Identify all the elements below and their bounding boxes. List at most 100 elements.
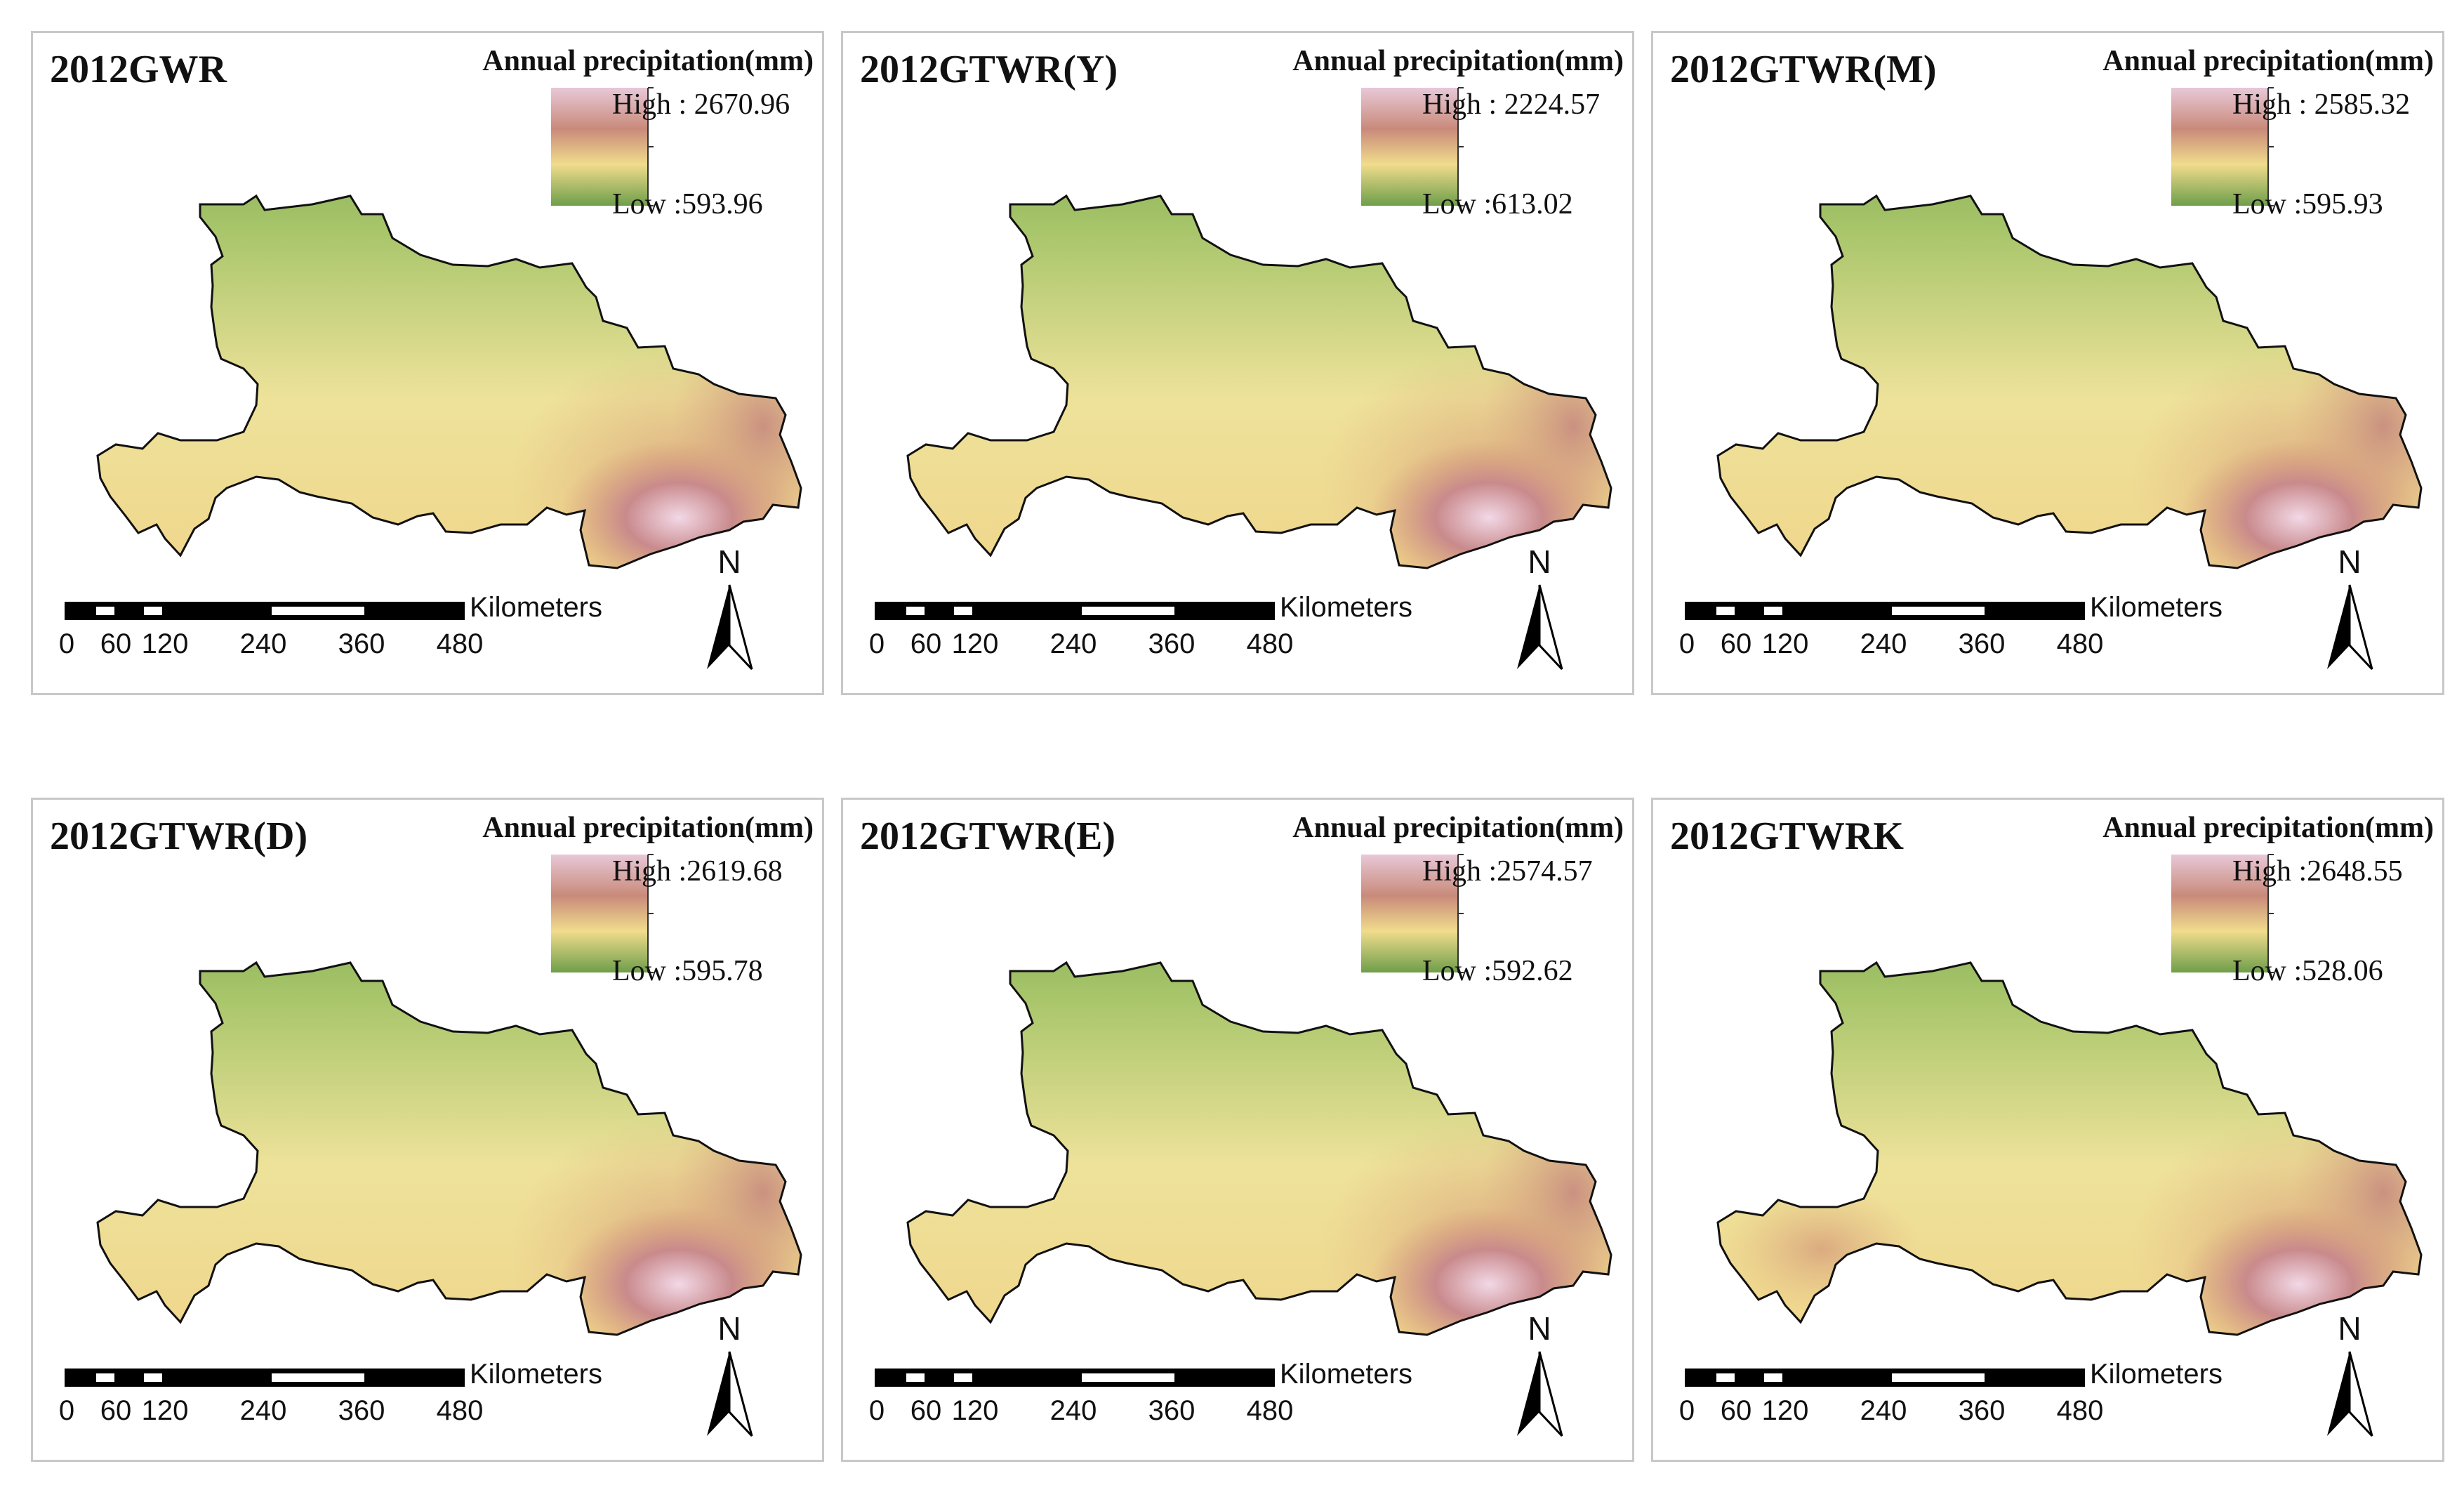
- scale-unit-label: Kilometers: [1280, 1359, 1412, 1390]
- north-label: N: [1528, 1310, 1551, 1347]
- province-boundary: [1716, 961, 2423, 1336]
- scale-segment: [1892, 1373, 1985, 1382]
- scale-tick-label: 0: [1678, 628, 1695, 659]
- map-panel-1: 2012GWR Annual precipitation(mm) High : …: [31, 31, 824, 695]
- north-label: N: [717, 543, 741, 580]
- legend-title: Annual precipitation(mm): [2102, 812, 2434, 844]
- scale-tick-label: 60: [910, 1395, 942, 1426]
- scale-tick-label: 240: [1860, 1395, 1907, 1426]
- north-label: N: [2338, 1310, 2362, 1347]
- legend-color-ramp: [551, 88, 648, 206]
- scale-tick-label: 60: [1720, 628, 1752, 659]
- legend-color-ramp: [2171, 855, 2268, 972]
- scale-tick-label: 480: [436, 628, 484, 659]
- scale-tick-label: 120: [1761, 628, 1809, 659]
- legend-high-value: High :2574.57: [1422, 855, 1593, 888]
- scale-tick-label: 480: [1246, 628, 1294, 659]
- scale-tick-label: 360: [338, 1395, 385, 1426]
- map-panel-5: 2012GTWR(E) Annual precipitation(mm) Hig…: [841, 798, 1634, 1462]
- map-title: 2012GTWR(E): [860, 815, 1115, 858]
- legend-low-value: Low :592.62: [1422, 955, 1573, 987]
- legend-low-value: Low :595.78: [612, 955, 763, 987]
- scale-segment: [272, 1373, 364, 1382]
- precipitation-surface: [1718, 963, 2421, 1335]
- north-arrow-icon: [707, 584, 753, 671]
- scale-tick-label: 360: [1148, 628, 1195, 659]
- scale-unit-label: Kilometers: [2090, 592, 2223, 623]
- scale-tick-label: 480: [2056, 1395, 2104, 1426]
- province-boundary: [906, 961, 1612, 1336]
- precipitation-surface: [908, 963, 1611, 1335]
- map-title: 2012GTWR(Y): [860, 48, 1118, 91]
- scale-segment: [144, 1373, 162, 1382]
- precipitation-surface: [1718, 196, 2421, 568]
- scale-tick-label: 360: [1148, 1395, 1195, 1426]
- scale-tick-label: 0: [868, 1395, 885, 1426]
- legend-color-ramp: [551, 855, 648, 972]
- scale-tick-label: 240: [1860, 628, 1907, 659]
- scale-tick-label: 240: [239, 628, 287, 659]
- scale-tick-label: 60: [910, 628, 942, 659]
- scale-segment: [1764, 1373, 1782, 1382]
- scale-tick-label: 240: [1049, 1395, 1097, 1426]
- scale-segment: [954, 1373, 972, 1382]
- scale-bar: [65, 602, 465, 620]
- scale-tick-label: 480: [1246, 1395, 1294, 1426]
- north-arrow-icon: [1517, 1351, 1563, 1437]
- scale-segment: [1082, 607, 1174, 615]
- scale-tick-label: 120: [1761, 1395, 1809, 1426]
- scale-segment: [96, 607, 114, 615]
- map-canvas: [875, 854, 1612, 1437]
- legend-title: Annual precipitation(mm): [1292, 812, 1624, 844]
- scale-tick-label: 120: [951, 628, 999, 659]
- scale-tick-label: 120: [141, 1395, 189, 1426]
- map-canvas: [65, 854, 802, 1437]
- scale-tick-label: 480: [436, 1395, 484, 1426]
- scale-tick-label: 360: [1958, 628, 2006, 659]
- north-arrow-icon: [707, 1351, 753, 1437]
- province-boundary: [96, 961, 802, 1336]
- scale-tick-label: 0: [58, 1395, 75, 1426]
- scale-unit-label: Kilometers: [1280, 592, 1412, 623]
- scale-tick-label: 240: [1049, 628, 1097, 659]
- scale-segment: [1892, 607, 1985, 615]
- scale-tick-label: 360: [338, 628, 385, 659]
- map-title: 2012GWR: [50, 48, 227, 91]
- scale-segment: [1082, 1373, 1174, 1382]
- legend-high-value: High : 2670.96: [612, 88, 790, 121]
- scale-tick-label: 120: [951, 1395, 999, 1426]
- legend-low-value: Low :593.96: [612, 188, 763, 220]
- legend-low-value: Low :595.93: [2232, 188, 2383, 220]
- scale-tick-label: 0: [1678, 1395, 1695, 1426]
- north-arrow-icon: [1517, 584, 1563, 671]
- province-boundary: [1716, 194, 2423, 569]
- precipitation-surface: [98, 963, 801, 1335]
- scale-tick-label: 360: [1958, 1395, 2006, 1426]
- legend-color-ramp: [2171, 88, 2268, 206]
- north-label: N: [2338, 543, 2362, 580]
- province-boundary: [906, 194, 1612, 569]
- province-boundary: [96, 194, 802, 569]
- scale-segment: [1716, 607, 1735, 615]
- scale-segment: [1764, 607, 1782, 615]
- legend-title: Annual precipitation(mm): [482, 45, 814, 77]
- scale-bar: [1685, 1369, 2085, 1387]
- scale-bar: [1685, 602, 2085, 620]
- legend-high-value: High :2619.68: [612, 855, 783, 888]
- legend-color-ramp: [1361, 855, 1458, 972]
- precipitation-surface: [98, 196, 801, 568]
- scale-segment: [144, 607, 162, 615]
- map-panel-3: 2012GTWR(M) Annual precipitation(mm) Hig…: [1651, 31, 2444, 695]
- scale-tick-label: 480: [2056, 628, 2104, 659]
- map-canvas: [875, 87, 1612, 671]
- scale-bar: [875, 602, 1275, 620]
- scale-tick-label: 240: [239, 1395, 287, 1426]
- scale-tick-label: 0: [58, 628, 75, 659]
- legend-high-value: High : 2585.32: [2232, 88, 2411, 121]
- map-panel-6: 2012GTWRK Annual precipitation(mm) High …: [1651, 798, 2444, 1462]
- north-arrow-icon: [2327, 1351, 2373, 1437]
- map-canvas: [65, 87, 802, 671]
- map-title: 2012GTWR(M): [1670, 48, 1937, 91]
- scale-unit-label: Kilometers: [2090, 1359, 2223, 1390]
- scale-segment: [906, 1373, 925, 1382]
